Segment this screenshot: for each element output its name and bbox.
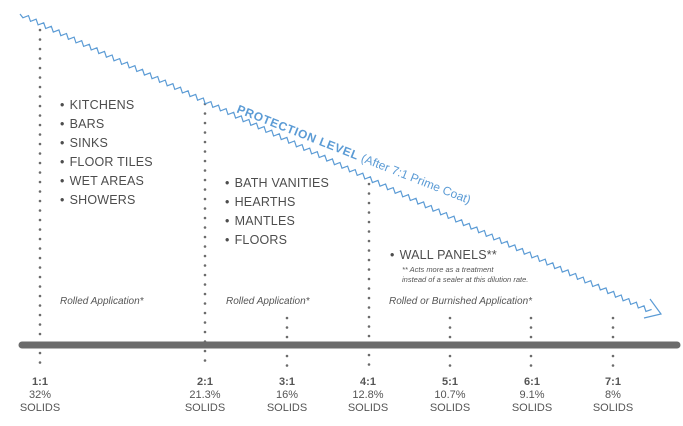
list-item: BATH VANITIES [225, 174, 329, 193]
ratio-label-7: 7:1 8% SOLIDS [583, 376, 643, 415]
note-line: instead of a sealer at this dilution rat… [402, 275, 529, 284]
ratio-value: 2:1 [197, 376, 213, 388]
ratio-label-1: 1:1 32% SOLIDS [10, 376, 70, 415]
solids-label: SOLIDS [347, 402, 389, 414]
ratio-value: 6:1 [524, 376, 540, 388]
solids-percent: 32% [28, 389, 52, 401]
list-item: BARS [60, 115, 153, 134]
list-item: SHOWERS [60, 191, 153, 210]
solids-label: SOLIDS [511, 402, 553, 414]
list-item: HEARTHS [225, 193, 329, 212]
list-item: WALL PANELS** [390, 246, 497, 265]
list-item: MANTLES [225, 212, 329, 231]
list-item: FLOORS [225, 231, 329, 250]
solids-label: SOLIDS [184, 402, 226, 414]
ratio-label-2: 2:1 21.3% SOLIDS [175, 376, 235, 415]
solids-percent: 8% [605, 389, 621, 401]
ratio-value: 4:1 [360, 376, 376, 388]
group-3-list: WALL PANELS** [390, 246, 497, 265]
list-item: KITCHENS [60, 96, 153, 115]
application-label-3: Rolled or Burnished Application* [389, 296, 533, 307]
group-1-list: KITCHENS BARS SINKS FLOOR TILES WET AREA… [60, 96, 153, 210]
solids-label: SOLIDS [592, 402, 634, 414]
solids-percent: 9.1% [519, 389, 545, 401]
protection-level-arrowhead [643, 298, 663, 319]
application-label-2: Rolled Application* [226, 296, 310, 307]
ratio-value: 5:1 [442, 376, 458, 388]
dotted-marker-lines [38, 28, 615, 370]
solids-percent: 21.3% [189, 389, 221, 401]
ratio-label-6: 6:1 9.1% SOLIDS [502, 376, 562, 415]
solids-percent: 16% [275, 389, 299, 401]
protection-level-arrow [19, 13, 652, 313]
ratio-label-5: 5:1 10.7% SOLIDS [420, 376, 480, 415]
ratio-label-4: 4:1 12.8% SOLIDS [338, 376, 398, 415]
solids-label: SOLIDS [266, 402, 308, 414]
wall-panels-note: ** Acts more as a treatment instead of a… [402, 265, 528, 285]
list-item: SINKS [60, 134, 153, 153]
ratio-value: 1:1 [32, 376, 48, 388]
ratio-value: 7:1 [605, 376, 621, 388]
ratio-value: 3:1 [279, 376, 295, 388]
group-2-list: BATH VANITIES HEARTHS MANTLES FLOORS [225, 174, 329, 250]
list-item: FLOOR TILES [60, 153, 153, 172]
note-line: ** Acts more as a treatment [402, 265, 494, 274]
solids-label: SOLIDS [429, 402, 471, 414]
solids-percent: 10.7% [434, 389, 466, 401]
ratio-label-3: 3:1 16% SOLIDS [257, 376, 317, 415]
solids-percent: 12.8% [352, 389, 384, 401]
solids-label: SOLIDS [19, 402, 61, 414]
application-label-1: Rolled Application* [60, 296, 144, 307]
list-item: WET AREAS [60, 172, 153, 191]
